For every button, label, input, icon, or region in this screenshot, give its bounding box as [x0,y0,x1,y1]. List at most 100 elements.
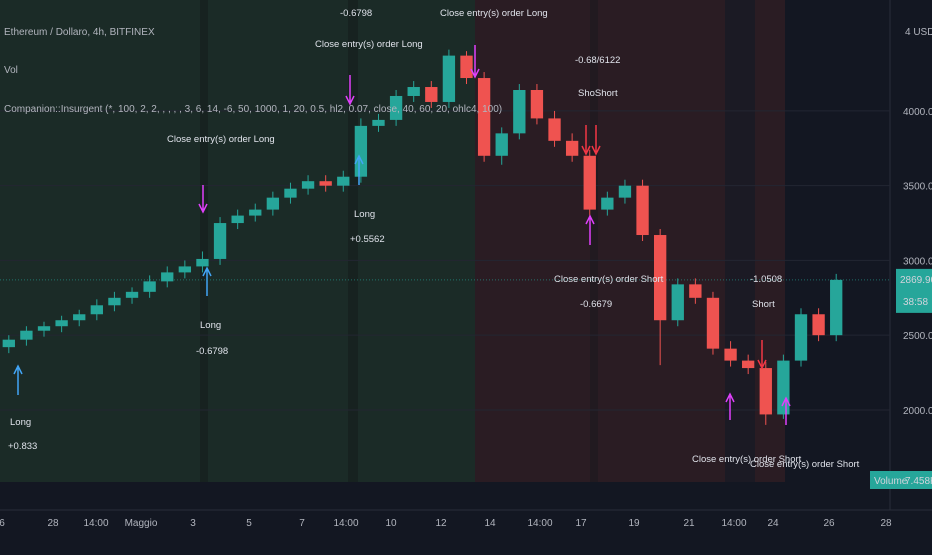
candle-body [284,188,297,198]
candle-body [20,330,33,340]
zone-split [590,0,598,482]
x-tick-label: 3 [190,518,196,529]
x-tick-label: 5 [246,518,252,529]
annotation: Close entry(s) order Long [440,8,548,19]
arrow-close [585,214,595,245]
y-tick-label: 3000.00 [903,256,932,267]
x-tick-label: 14:00 [333,518,358,529]
annotation: Close entry(s) order Short [750,459,860,470]
candle-body [830,279,843,336]
x-tick-label: 12 [435,518,447,529]
candle-body [653,235,667,321]
candle-body [583,155,596,210]
x-tick-label: Maggio [125,518,158,529]
candle-body [90,305,103,315]
candle-body [495,133,508,156]
last-price-badge [896,268,932,313]
y-tick-label: 2500.00 [903,331,932,342]
x-tick-label: 14 [484,518,496,529]
arrow-short [581,125,591,156]
candle-body [73,314,86,321]
candle-body [161,272,174,282]
candle-body [354,125,368,177]
candle-body [742,360,755,369]
candle-body [777,360,790,415]
x-tick-label: 17 [575,518,587,529]
candle-body [301,181,315,189]
candle-body [759,368,772,415]
candles [2,49,843,425]
candle-body [372,119,385,126]
y-tick-label: 3500.00 [903,182,932,193]
zone-split [348,0,358,482]
x-tick-label: 24 [767,518,779,529]
candle-body [319,181,332,186]
arrow-close [345,75,355,106]
annotation: -0.6679 [580,299,612,310]
annotation: +0.833 [8,441,37,452]
annotation: Long [10,417,31,428]
countdown: 38:58 [903,297,928,308]
annotation: Short [752,299,775,310]
arrow-close [470,45,480,79]
candle-body [213,223,227,259]
x-tick-label: 7 [299,518,305,529]
volume-value: 7.458K [905,476,932,487]
annotation: +0.5562 [350,234,385,245]
candle-body [636,185,649,236]
candle-body [794,314,808,361]
x-tick-label: 10 [385,518,397,529]
long-zone [0,0,475,482]
candle-body [125,291,139,298]
candle-body [513,90,526,134]
annotation: Long [200,320,221,331]
volume-label: Volume [874,476,908,487]
candle-body [337,176,350,186]
annotation: ShoShort [578,88,618,99]
candle-body [425,87,438,102]
candle-body [530,90,544,119]
candle-body [37,326,51,331]
candle-body [196,258,209,267]
candle-body [671,284,684,321]
candle-body [407,87,420,96]
candle-body [618,185,632,198]
arrow-close [198,185,208,214]
candle-body [601,197,614,210]
candle-body [689,284,702,298]
x-tick-label: 14:00 [83,518,108,529]
candle-body [812,314,825,336]
arrow-long [354,154,364,185]
arrow-long [13,364,23,395]
grid [0,110,890,411]
x-tick-label: 14:00 [721,518,746,529]
x-tick-label: 6 [0,518,5,529]
chart-title: Ethereum / Dollaro, 4h, BITFINEX [4,27,155,38]
annotation: -0.6798 [340,8,372,19]
time-axis: 6 28 14:00 Maggio 3 5 7 14:00 10 12 14 14:00 17 19 21 1… [0,518,892,529]
candle-body [724,348,737,361]
arrow-close [725,392,735,420]
annotation: Close entry(s) order Long [167,134,275,145]
arrow-short [757,340,767,370]
candle-body [55,320,68,327]
candle-body [143,281,156,292]
candle-body [231,215,244,224]
trade-arrows [13,45,791,425]
candle-body [2,339,15,348]
last-price-label: 2869.90 [900,275,932,286]
annotation: Close entry(s) order Short [692,454,802,465]
candle-body [706,297,720,349]
candle-body [460,55,473,79]
annotation: -0.68/6122 [575,55,620,66]
annotation: Close entry(s) order Long [315,39,423,50]
x-tick-label: 19 [628,518,640,529]
x-tick-label: 21 [683,518,695,529]
zone-split [200,0,208,482]
axis-unit: 4 USD [905,27,932,38]
candle-body [565,140,579,156]
x-tick-label: 28 [880,518,892,529]
candle-body [389,95,403,120]
candle-body [548,118,561,141]
arrow-close [781,396,791,425]
